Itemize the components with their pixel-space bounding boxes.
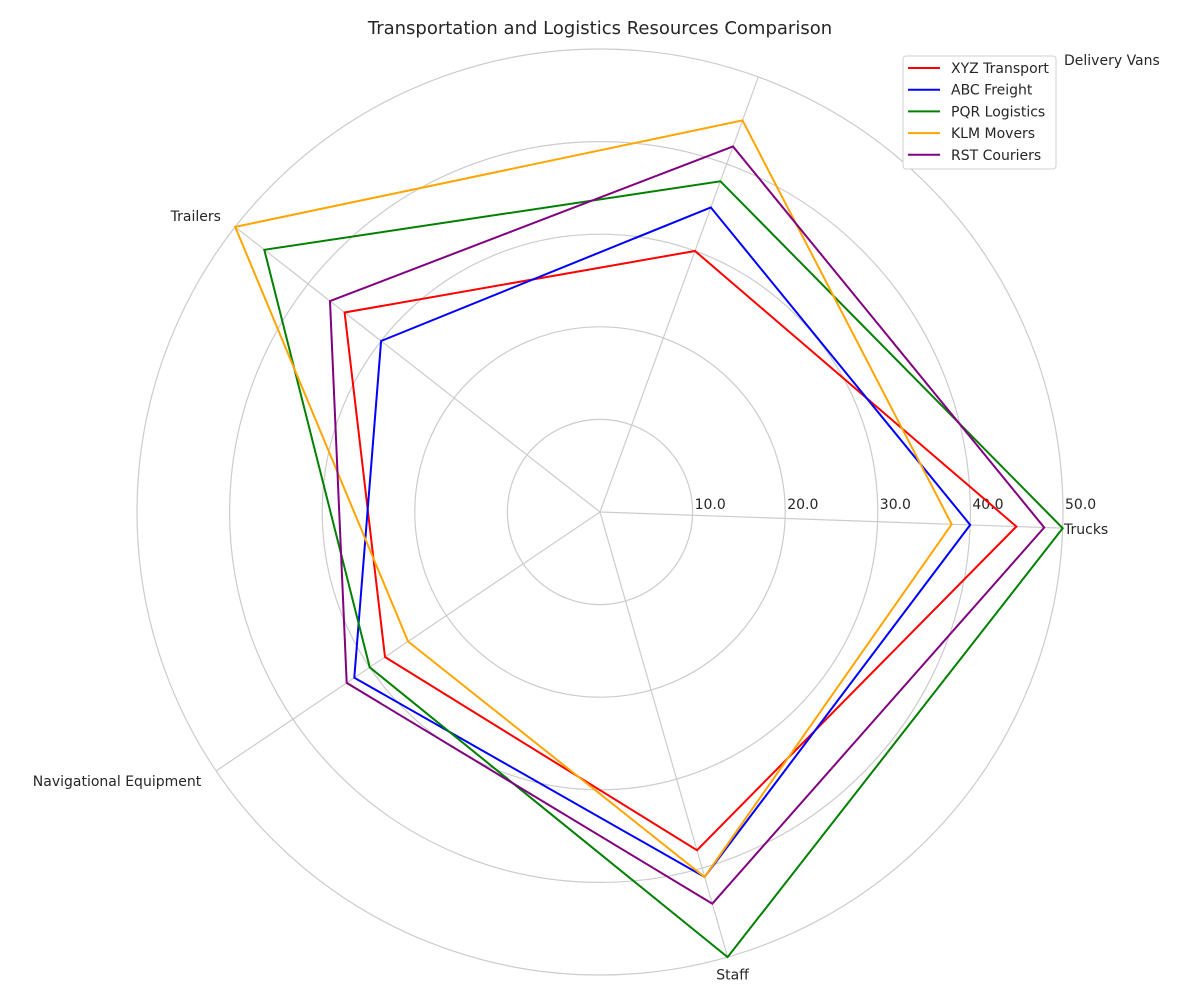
series-line — [343, 249, 1018, 852]
radial-tick-label: 50.0 — [1065, 497, 1096, 513]
legend: XYZ Transport ABC Freight PQR Logistics KLM… — [902, 55, 1057, 170]
category-label: Staff — [716, 967, 749, 983]
category-axis-labels: Trucks Delivery Vans Trailers Navigational … — [33, 53, 1160, 983]
category-label: Delivery Vans — [1064, 53, 1160, 69]
series-line — [353, 206, 972, 879]
legend-items: XYZ Transport ABC Freight PQR Logistics KLM… — [908, 61, 1049, 164]
series-layer — [233, 119, 1065, 959]
legend-label: ABC Freight — [951, 83, 1033, 99]
grid-spoke — [599, 511, 1063, 529]
radial-tick-labels: 10.0 20.0 30.0 40.0 50.0 — [695, 497, 1097, 513]
grid-circle — [506, 418, 694, 606]
grid-spoke — [599, 511, 729, 958]
grid-spoke — [599, 76, 759, 513]
legend-label: PQR Logistics — [951, 104, 1045, 120]
grid-circle — [229, 141, 971, 883]
series-line — [328, 145, 1046, 905]
radial-tick-label: 20.0 — [787, 497, 818, 513]
legend-frame — [902, 55, 1057, 170]
radial-tick-label: 10.0 — [695, 497, 726, 513]
category-label: Navigational Equipment — [33, 774, 202, 790]
legend-label: RST Couriers — [951, 148, 1041, 164]
legend-label: KLM Movers — [951, 126, 1035, 142]
chart-title: Transportation and Logistics Resources C… — [367, 18, 832, 39]
grid-circle — [136, 48, 1064, 976]
grid-spoke — [234, 226, 601, 513]
series-line — [233, 119, 953, 879]
series-line — [263, 180, 1065, 959]
grid-circle — [414, 326, 786, 698]
category-label: Trucks — [1063, 522, 1108, 538]
legend-label: XYZ Transport — [951, 61, 1049, 77]
radial-tick-label: 30.0 — [880, 497, 911, 513]
category-label: Trailers — [170, 209, 221, 225]
